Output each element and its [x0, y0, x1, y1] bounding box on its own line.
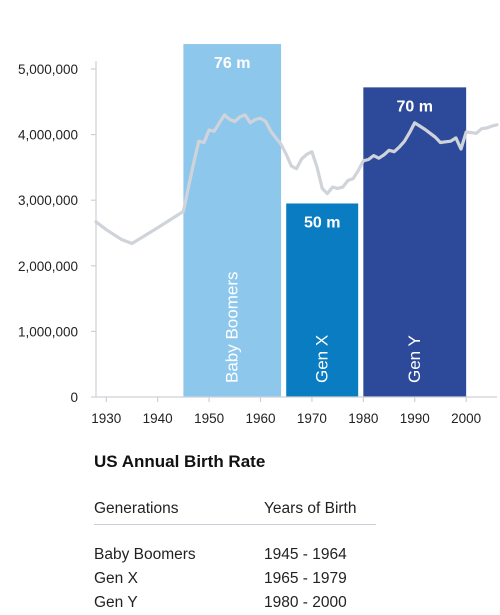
birth-rate-chart: 76 m Baby Boomers 50 m Gen X 70 m Gen Y 0 1,00…	[18, 44, 499, 426]
band-value-gen-y: 70 m	[397, 98, 433, 115]
y-tick-label: 4,000,000	[18, 128, 78, 143]
birth-years: 1945 - 1964	[264, 546, 347, 563]
chart-title: US Annual Birth Rate	[94, 452, 266, 471]
x-tick-label: 1990	[400, 411, 430, 426]
y-tick-label: 5,000,000	[18, 62, 78, 77]
band-label-baby-boomers: Baby Boomers	[223, 272, 242, 384]
header-years-of-birth: Years of Birth	[264, 500, 357, 517]
generations-table: Generations Years of Birth Baby Boomers …	[94, 500, 376, 615]
generation-bands	[183, 44, 467, 398]
birth-rate-line-layer	[94, 113, 499, 246]
band-baby-boomers	[183, 44, 282, 398]
band-value-gen-x: 50 m	[304, 214, 340, 231]
generation-name: Baby Boomers	[94, 546, 196, 563]
band-label-gen-y: Gen Y	[405, 335, 424, 383]
y-tick-label: 3,000,000	[18, 193, 78, 208]
generation-band-labels: 76 m Baby Boomers 50 m Gen X 70 m Gen Y	[214, 55, 433, 383]
table-header: Generations Years of Birth	[94, 500, 376, 525]
x-tick-label: 1940	[143, 411, 173, 426]
axes: 0 1,000,000 2,000,000 3,000,000 4,000,000 5,0…	[18, 61, 497, 426]
x-tick-label: 1930	[91, 411, 121, 426]
table-row: Gen Y 1980 - 2000	[94, 591, 376, 615]
x-tick-label: 1980	[348, 411, 378, 426]
generation-name: Gen Y	[94, 594, 138, 611]
y-tick-label: 0	[70, 390, 78, 405]
band-value-baby-boomers: 76 m	[214, 55, 250, 72]
band-label-gen-x: Gen X	[313, 335, 332, 383]
header-generations: Generations	[94, 500, 179, 517]
table-row: Gen X 1965 - 1979	[94, 567, 376, 591]
table-row: Baby Boomers 1945 - 1964	[94, 543, 376, 567]
birth-years: 1980 - 2000	[264, 594, 347, 611]
band-gen-x	[286, 203, 359, 397]
generation-name: Gen X	[94, 570, 138, 587]
y-tick-label: 1,000,000	[18, 324, 78, 339]
band-gen-y	[363, 87, 467, 398]
birth-rate-line	[94, 113, 499, 246]
x-tick-label: 2000	[451, 411, 481, 426]
y-tick-label: 2,000,000	[18, 259, 78, 274]
birth-years: 1965 - 1979	[264, 570, 347, 587]
x-tick-label: 1950	[194, 411, 224, 426]
x-tick-label: 1960	[245, 411, 275, 426]
x-tick-label: 1970	[297, 411, 327, 426]
